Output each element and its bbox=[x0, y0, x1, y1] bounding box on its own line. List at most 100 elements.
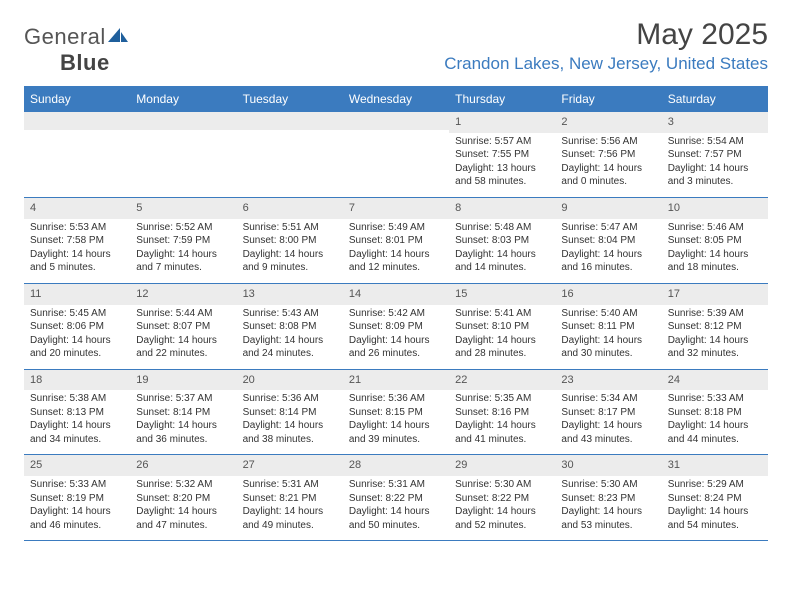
daylight-text: Daylight: 14 hours and 43 minutes. bbox=[561, 419, 657, 446]
day-cell: 27Sunrise: 5:31 AMSunset: 8:21 PMDayligh… bbox=[237, 455, 343, 540]
sunrise-text: Sunrise: 5:41 AM bbox=[455, 307, 551, 321]
day-cell: 8Sunrise: 5:48 AMSunset: 8:03 PMDaylight… bbox=[449, 198, 555, 283]
sunset-text: Sunset: 7:55 PM bbox=[455, 148, 551, 162]
sunrise-text: Sunrise: 5:49 AM bbox=[349, 221, 445, 235]
day-cell: 25Sunrise: 5:33 AMSunset: 8:19 PMDayligh… bbox=[24, 455, 130, 540]
day-number: 20 bbox=[237, 370, 343, 391]
sunset-text: Sunset: 7:58 PM bbox=[30, 234, 126, 248]
day-cell: 2Sunrise: 5:56 AMSunset: 7:56 PMDaylight… bbox=[555, 112, 661, 197]
sunrise-text: Sunrise: 5:30 AM bbox=[455, 478, 551, 492]
day-number: 29 bbox=[449, 455, 555, 476]
sunset-text: Sunset: 8:13 PM bbox=[30, 406, 126, 420]
day-cell: 23Sunrise: 5:34 AMSunset: 8:17 PMDayligh… bbox=[555, 370, 661, 455]
daylight-text: Daylight: 14 hours and 16 minutes. bbox=[561, 248, 657, 275]
day-cell: 6Sunrise: 5:51 AMSunset: 8:00 PMDaylight… bbox=[237, 198, 343, 283]
month-title: May 2025 bbox=[444, 18, 768, 52]
week-row: 25Sunrise: 5:33 AMSunset: 8:19 PMDayligh… bbox=[24, 455, 768, 541]
day-body: Sunrise: 5:33 AMSunset: 8:18 PMDaylight:… bbox=[662, 390, 768, 454]
sunset-text: Sunset: 8:15 PM bbox=[349, 406, 445, 420]
day-cell: 19Sunrise: 5:37 AMSunset: 8:14 PMDayligh… bbox=[130, 370, 236, 455]
weekday-header: Friday bbox=[555, 87, 661, 111]
empty-cell bbox=[24, 112, 130, 197]
day-number: 24 bbox=[662, 370, 768, 391]
day-number: 6 bbox=[237, 198, 343, 219]
day-number: 5 bbox=[130, 198, 236, 219]
title-block: May 2025 Crandon Lakes, New Jersey, Unit… bbox=[444, 18, 768, 74]
day-number: 30 bbox=[555, 455, 661, 476]
sunset-text: Sunset: 8:22 PM bbox=[455, 492, 551, 506]
week-row: 11Sunrise: 5:45 AMSunset: 8:06 PMDayligh… bbox=[24, 284, 768, 370]
sunset-text: Sunset: 8:01 PM bbox=[349, 234, 445, 248]
day-cell: 4Sunrise: 5:53 AMSunset: 7:58 PMDaylight… bbox=[24, 198, 130, 283]
sunrise-text: Sunrise: 5:43 AM bbox=[243, 307, 339, 321]
sunrise-text: Sunrise: 5:30 AM bbox=[561, 478, 657, 492]
day-body: Sunrise: 5:52 AMSunset: 7:59 PMDaylight:… bbox=[130, 219, 236, 283]
sunset-text: Sunset: 8:23 PM bbox=[561, 492, 657, 506]
daylight-text: Daylight: 14 hours and 44 minutes. bbox=[668, 419, 764, 446]
sunrise-text: Sunrise: 5:52 AM bbox=[136, 221, 232, 235]
day-cell: 5Sunrise: 5:52 AMSunset: 7:59 PMDaylight… bbox=[130, 198, 236, 283]
day-cell: 9Sunrise: 5:47 AMSunset: 8:04 PMDaylight… bbox=[555, 198, 661, 283]
daylight-text: Daylight: 14 hours and 3 minutes. bbox=[668, 162, 764, 189]
day-cell: 26Sunrise: 5:32 AMSunset: 8:20 PMDayligh… bbox=[130, 455, 236, 540]
sunrise-text: Sunrise: 5:31 AM bbox=[349, 478, 445, 492]
sunrise-text: Sunrise: 5:34 AM bbox=[561, 392, 657, 406]
sunset-text: Sunset: 8:19 PM bbox=[30, 492, 126, 506]
sunset-text: Sunset: 8:04 PM bbox=[561, 234, 657, 248]
sunrise-text: Sunrise: 5:54 AM bbox=[668, 135, 764, 149]
sunrise-text: Sunrise: 5:48 AM bbox=[455, 221, 551, 235]
day-body: Sunrise: 5:31 AMSunset: 8:22 PMDaylight:… bbox=[343, 476, 449, 540]
day-number: 25 bbox=[24, 455, 130, 476]
day-cell: 3Sunrise: 5:54 AMSunset: 7:57 PMDaylight… bbox=[662, 112, 768, 197]
day-body: Sunrise: 5:57 AMSunset: 7:55 PMDaylight:… bbox=[449, 133, 555, 197]
daylight-text: Daylight: 13 hours and 58 minutes. bbox=[455, 162, 551, 189]
daylight-text: Daylight: 14 hours and 41 minutes. bbox=[455, 419, 551, 446]
sunrise-text: Sunrise: 5:57 AM bbox=[455, 135, 551, 149]
day-cell: 16Sunrise: 5:40 AMSunset: 8:11 PMDayligh… bbox=[555, 284, 661, 369]
day-cell: 22Sunrise: 5:35 AMSunset: 8:16 PMDayligh… bbox=[449, 370, 555, 455]
day-number bbox=[24, 112, 130, 130]
daylight-text: Daylight: 14 hours and 28 minutes. bbox=[455, 334, 551, 361]
sunrise-text: Sunrise: 5:40 AM bbox=[561, 307, 657, 321]
day-body: Sunrise: 5:51 AMSunset: 8:00 PMDaylight:… bbox=[237, 219, 343, 283]
day-cell: 18Sunrise: 5:38 AMSunset: 8:13 PMDayligh… bbox=[24, 370, 130, 455]
day-cell: 31Sunrise: 5:29 AMSunset: 8:24 PMDayligh… bbox=[662, 455, 768, 540]
sunrise-text: Sunrise: 5:56 AM bbox=[561, 135, 657, 149]
daylight-text: Daylight: 14 hours and 49 minutes. bbox=[243, 505, 339, 532]
sunset-text: Sunset: 8:08 PM bbox=[243, 320, 339, 334]
day-body: Sunrise: 5:36 AMSunset: 8:15 PMDaylight:… bbox=[343, 390, 449, 454]
daylight-text: Daylight: 14 hours and 20 minutes. bbox=[30, 334, 126, 361]
daylight-text: Daylight: 14 hours and 7 minutes. bbox=[136, 248, 232, 275]
daylight-text: Daylight: 14 hours and 14 minutes. bbox=[455, 248, 551, 275]
day-number: 23 bbox=[555, 370, 661, 391]
day-body: Sunrise: 5:33 AMSunset: 8:19 PMDaylight:… bbox=[24, 476, 130, 540]
day-body bbox=[343, 130, 449, 192]
daylight-text: Daylight: 14 hours and 30 minutes. bbox=[561, 334, 657, 361]
brand-part1: General bbox=[24, 24, 106, 49]
sunset-text: Sunset: 8:16 PM bbox=[455, 406, 551, 420]
day-number bbox=[343, 112, 449, 130]
sunset-text: Sunset: 8:10 PM bbox=[455, 320, 551, 334]
sunrise-text: Sunrise: 5:31 AM bbox=[243, 478, 339, 492]
location-text: Crandon Lakes, New Jersey, United States bbox=[444, 54, 768, 74]
day-cell: 28Sunrise: 5:31 AMSunset: 8:22 PMDayligh… bbox=[343, 455, 449, 540]
day-body: Sunrise: 5:45 AMSunset: 8:06 PMDaylight:… bbox=[24, 305, 130, 369]
calendar-grid: Sunday Monday Tuesday Wednesday Thursday… bbox=[24, 86, 768, 541]
sail-icon bbox=[108, 26, 128, 44]
day-cell: 7Sunrise: 5:49 AMSunset: 8:01 PMDaylight… bbox=[343, 198, 449, 283]
weekday-header: Wednesday bbox=[343, 87, 449, 111]
day-cell: 20Sunrise: 5:36 AMSunset: 8:14 PMDayligh… bbox=[237, 370, 343, 455]
empty-cell bbox=[343, 112, 449, 197]
daylight-text: Daylight: 14 hours and 53 minutes. bbox=[561, 505, 657, 532]
day-cell: 14Sunrise: 5:42 AMSunset: 8:09 PMDayligh… bbox=[343, 284, 449, 369]
sunrise-text: Sunrise: 5:53 AM bbox=[30, 221, 126, 235]
day-body: Sunrise: 5:30 AMSunset: 8:22 PMDaylight:… bbox=[449, 476, 555, 540]
day-body: Sunrise: 5:39 AMSunset: 8:12 PMDaylight:… bbox=[662, 305, 768, 369]
sunset-text: Sunset: 8:14 PM bbox=[243, 406, 339, 420]
daylight-text: Daylight: 14 hours and 9 minutes. bbox=[243, 248, 339, 275]
day-body: Sunrise: 5:53 AMSunset: 7:58 PMDaylight:… bbox=[24, 219, 130, 283]
brand-part2: Blue bbox=[60, 50, 110, 75]
sunrise-text: Sunrise: 5:29 AM bbox=[668, 478, 764, 492]
day-body: Sunrise: 5:37 AMSunset: 8:14 PMDaylight:… bbox=[130, 390, 236, 454]
weekday-header: Monday bbox=[130, 87, 236, 111]
